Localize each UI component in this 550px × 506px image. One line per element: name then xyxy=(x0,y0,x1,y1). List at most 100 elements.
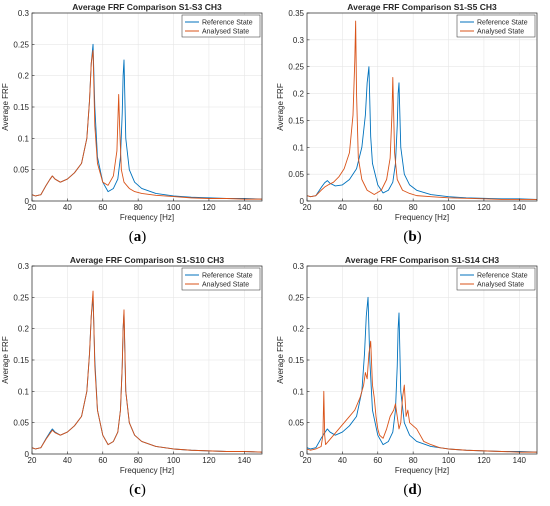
x-axis-label: Frequency [Hz] xyxy=(120,466,174,475)
y-tick-label: 0.25 xyxy=(13,40,29,49)
chart-panel-c: 20 40 60 80 100 120 140 0 0.05 0.1 0.15 0.2 0.25 0.3 A… xyxy=(0,253,275,506)
legend-label-reference: Reference State xyxy=(477,273,528,280)
y-tick-label: 0.25 xyxy=(288,63,304,72)
chart-title: Average FRF Comparison S1-S3 CH3 xyxy=(72,2,222,12)
y-tick-label: 0.25 xyxy=(288,293,304,302)
series-line-analysed xyxy=(307,20,537,200)
x-tick-label: 140 xyxy=(238,203,252,212)
panel-caption: (c) xyxy=(129,482,146,498)
x-tick-label: 140 xyxy=(238,456,252,465)
panel-caption-letter: a xyxy=(133,229,142,245)
x-tick-label: 60 xyxy=(373,203,382,212)
y-axis-label: Average FRF xyxy=(1,83,10,131)
series-group xyxy=(32,43,262,200)
x-tick-label: 80 xyxy=(134,456,143,465)
series-line-reference xyxy=(307,296,537,453)
legend-label-analysed: Analysed State xyxy=(477,282,524,289)
series-group xyxy=(32,290,262,453)
legend: Reference State Analysed State xyxy=(456,14,536,38)
x-tick-label: 120 xyxy=(202,456,216,465)
y-tick-label: 0.3 xyxy=(18,262,30,271)
legend: Reference State Analysed State xyxy=(181,14,261,38)
y-tick-label: 0.1 xyxy=(18,134,30,143)
panel-caption: (a) xyxy=(128,229,147,245)
x-tick-label: 80 xyxy=(134,203,143,212)
x-tick-label: 60 xyxy=(98,456,107,465)
panel-caption: (b) xyxy=(403,229,422,245)
x-tick-label: 140 xyxy=(513,203,527,212)
chart-svg: 20 40 60 80 100 120 140 0 0.05 0.1 0.15 0.2 0.25 0.3 0… xyxy=(276,2,538,222)
x-axis-label: Frequency [Hz] xyxy=(395,213,449,222)
x-tick-label: 40 xyxy=(63,456,72,465)
legend: Reference State Analysed State xyxy=(181,267,261,291)
x-tick-label: 100 xyxy=(167,203,181,212)
series-line-analysed xyxy=(32,290,262,453)
legend-label-reference: Reference State xyxy=(477,20,528,27)
x-tick-label: 80 xyxy=(409,456,418,465)
legend: Reference State Analysed State xyxy=(456,267,536,291)
x-tick-label: 20 xyxy=(303,456,312,465)
series-group xyxy=(307,20,537,200)
axes-box xyxy=(306,12,538,202)
legend-label-reference: Reference State xyxy=(202,20,253,27)
x-axis-label: Frequency [Hz] xyxy=(395,466,449,475)
y-tick-label: 0.15 xyxy=(13,103,29,112)
y-tick-label: 0.2 xyxy=(18,325,30,334)
x-tick-label: 60 xyxy=(373,456,382,465)
chart-panel-b: 20 40 60 80 100 120 140 0 0.05 0.1 0.15 0.2 0.25 0.3 0… xyxy=(275,0,550,253)
y-tick-label: 0.3 xyxy=(293,36,305,45)
y-tick-label: 0 xyxy=(25,450,30,459)
y-tick-label: 0.1 xyxy=(18,387,30,396)
legend-box xyxy=(456,14,536,38)
panel-caption-letter: b xyxy=(408,229,417,245)
legend-box xyxy=(181,14,261,38)
chart-title: Average FRF Comparison S1-S14 CH3 xyxy=(345,255,499,265)
x-tick-label: 100 xyxy=(442,203,456,212)
x-tick-label: 100 xyxy=(442,456,456,465)
y-tick-label: 0.1 xyxy=(293,143,305,152)
x-tick-label: 120 xyxy=(202,203,216,212)
y-tick-label: 0.1 xyxy=(293,387,305,396)
y-axis-label: Average FRF xyxy=(1,336,10,384)
y-tick-label: 0.05 xyxy=(288,419,304,428)
y-tick-label: 0 xyxy=(300,450,305,459)
panel-caption-letter: c xyxy=(134,482,141,498)
legend-label-analysed: Analysed State xyxy=(202,29,249,36)
legend-label-reference: Reference State xyxy=(202,273,253,280)
chart-panel-d: 20 40 60 80 100 120 140 0 0.05 0.1 0.15 0.2 0.25 0.3 A… xyxy=(275,253,550,506)
panel-caption-letter: d xyxy=(408,482,417,498)
y-tick-label: 0.15 xyxy=(288,116,304,125)
y-tick-label: 0.3 xyxy=(293,262,305,271)
series-line-reference xyxy=(307,66,537,200)
x-tick-label: 40 xyxy=(338,456,347,465)
x-tick-label: 80 xyxy=(409,203,418,212)
y-axis-label: Average FRF xyxy=(276,336,285,384)
chart-title: Average FRF Comparison S1-S10 CH3 xyxy=(70,255,224,265)
x-tick-label: 20 xyxy=(28,456,37,465)
chart-panel-a: 20 40 60 80 100 120 140 0 0.05 0.1 0.15 0.2 0.25 0.3 A… xyxy=(0,0,275,253)
y-tick-label: 0.35 xyxy=(288,9,304,18)
y-tick-label: 0.25 xyxy=(13,293,29,302)
chart-svg: 20 40 60 80 100 120 140 0 0.05 0.1 0.15 0.2 0.25 0.3 A… xyxy=(1,255,263,475)
y-tick-label: 0.2 xyxy=(18,72,30,81)
x-tick-label: 20 xyxy=(303,203,312,212)
x-tick-label: 40 xyxy=(338,203,347,212)
x-tick-label: 60 xyxy=(98,203,107,212)
series-line-analysed xyxy=(32,50,262,200)
legend-label-analysed: Analysed State xyxy=(202,282,249,289)
y-tick-label: 0.3 xyxy=(18,9,30,18)
x-tick-label: 120 xyxy=(477,456,491,465)
legend-box xyxy=(181,267,261,291)
chart-title: Average FRF Comparison S1-S5 CH3 xyxy=(347,2,497,12)
y-tick-label: 0.05 xyxy=(13,166,29,175)
series-line-analysed xyxy=(307,340,537,453)
y-tick-label: 0 xyxy=(300,197,305,206)
y-tick-label: 0.2 xyxy=(293,90,305,99)
x-tick-label: 140 xyxy=(513,456,527,465)
y-tick-label: 0.05 xyxy=(288,170,304,179)
y-tick-label: 0.15 xyxy=(288,356,304,365)
legend-box xyxy=(456,267,536,291)
series-group xyxy=(307,296,537,453)
chart-svg: 20 40 60 80 100 120 140 0 0.05 0.1 0.15 0.2 0.25 0.3 A… xyxy=(276,255,538,475)
